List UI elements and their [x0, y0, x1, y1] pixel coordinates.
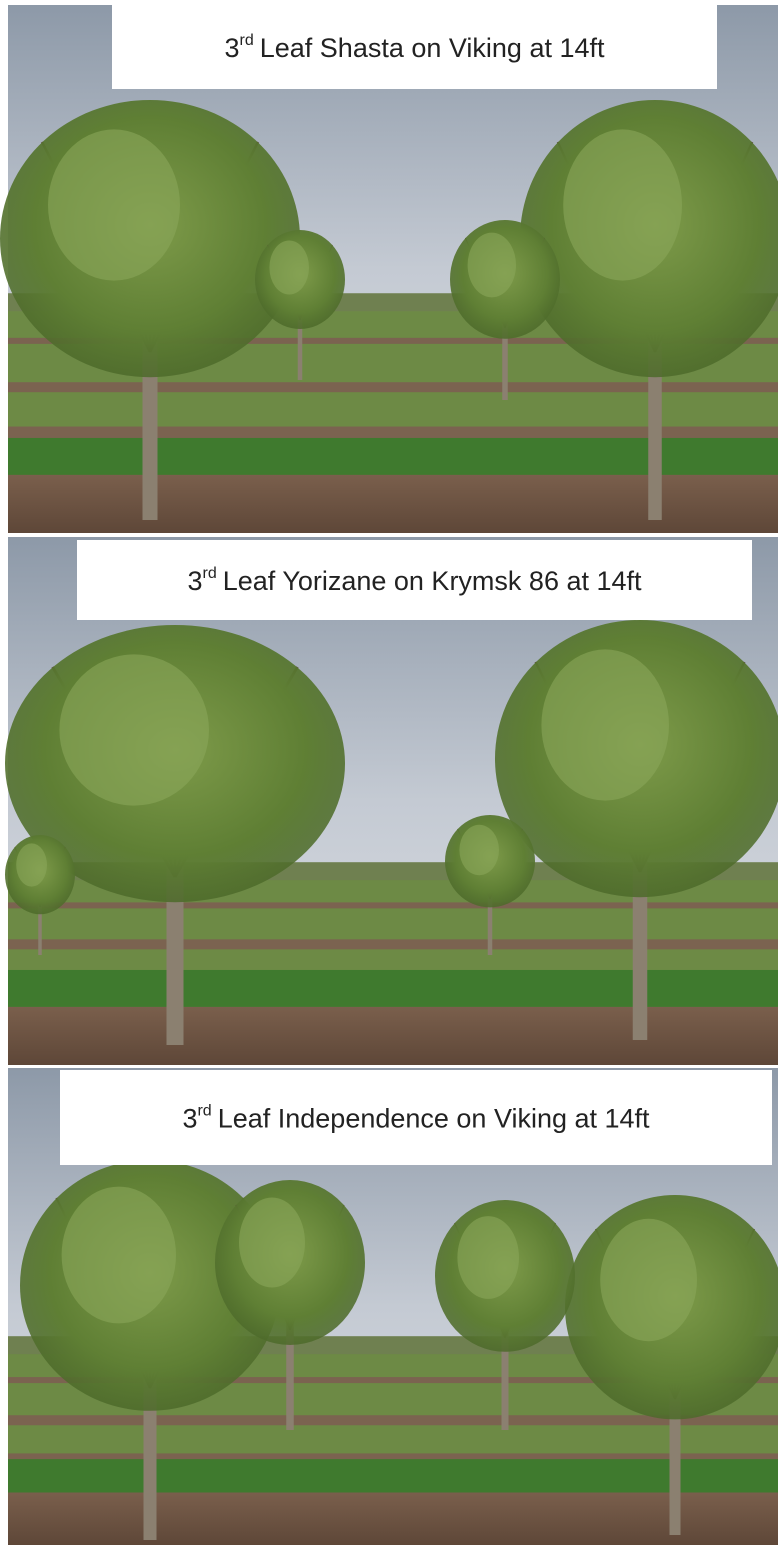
grass-row [8, 438, 778, 475]
caption-number: 3 [182, 1104, 197, 1134]
caption-text: Leaf Shasta on Viking at 14ft [260, 33, 605, 63]
canopy-highlight [541, 649, 669, 800]
canopy-highlight [459, 825, 499, 875]
grass-row [8, 1459, 778, 1492]
canopy-highlight [457, 1216, 519, 1299]
caption: 3rd Leaf Independence on Viking at 14ft [182, 1103, 650, 1134]
caption-text: Leaf Yorizane on Krymsk 86 at 14ft [223, 566, 642, 596]
photo-collage: 3rdLeaf Shasta on Viking at 14ft3rdLeaf … [0, 0, 778, 1545]
caption: 3rd Leaf Shasta on Viking at 14ft [224, 32, 605, 63]
photo: 3rd Leaf Independence on Viking at 14ft [8, 1068, 778, 1545]
canopy-highlight [269, 241, 309, 295]
caption-superscript: rd [197, 1103, 211, 1120]
soil [8, 1493, 778, 1545]
canopy-highlight [48, 129, 180, 280]
caption-number: 3 [187, 566, 202, 596]
canopy-highlight [239, 1198, 305, 1288]
caption-number: 3 [224, 33, 239, 63]
caption: 3rd Leaf Yorizane on Krymsk 86 at 14ft [187, 565, 642, 596]
page: 3rdLeaf Shasta on Viking at 14ft3rdLeaf … [0, 0, 778, 1545]
soil-strip [8, 902, 778, 908]
soil [8, 1007, 778, 1065]
caption-text: Leaf Independence on Viking at 14ft [218, 1104, 650, 1134]
soil-strip [8, 382, 778, 392]
photo: 3rd Leaf Shasta on Viking at 14ft [0, 5, 778, 533]
canopy-highlight [16, 843, 47, 886]
soil-strip [8, 939, 778, 949]
soil [8, 475, 778, 533]
canopy-highlight [468, 233, 516, 298]
canopy-highlight [600, 1219, 697, 1341]
caption-superscript: rd [240, 32, 254, 49]
caption-superscript: rd [203, 565, 217, 582]
canopy-highlight [563, 129, 682, 280]
canopy-highlight [62, 1187, 176, 1324]
photo: 3rd Leaf Yorizane on Krymsk 86 at 14ft [5, 537, 778, 1065]
grass-row [8, 970, 778, 1007]
canopy-highlight [59, 654, 209, 805]
